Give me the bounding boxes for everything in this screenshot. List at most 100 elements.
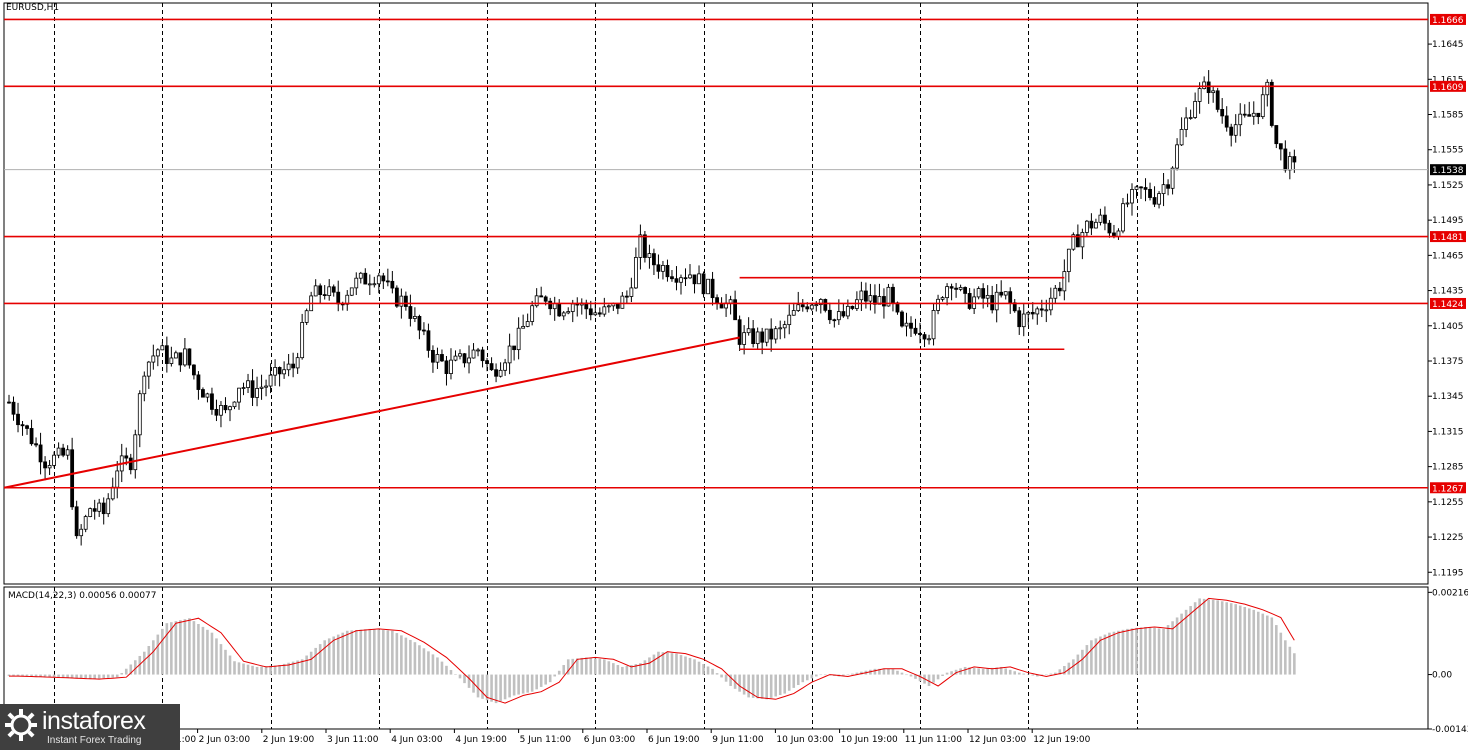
candle xyxy=(670,270,674,282)
candle xyxy=(1220,98,1225,124)
candle-body xyxy=(182,348,187,366)
candle-body xyxy=(1166,184,1170,189)
macd-bar xyxy=(111,674,115,678)
candle-body xyxy=(958,287,963,290)
price-tick-label: 1.1375 xyxy=(1432,357,1464,367)
candle-body xyxy=(282,369,287,375)
candle-body xyxy=(1121,203,1125,232)
candle xyxy=(963,286,968,305)
candle xyxy=(566,307,571,315)
macd-bar xyxy=(887,668,890,675)
candle xyxy=(1251,101,1256,125)
macd-bar xyxy=(936,674,940,680)
macd-bar xyxy=(616,665,620,675)
macd-bar xyxy=(1225,602,1228,675)
candle xyxy=(7,394,11,404)
candle-body xyxy=(1003,291,1008,296)
macd-bar xyxy=(440,661,444,675)
macd-bar xyxy=(1008,669,1012,675)
macd-bar xyxy=(197,624,200,675)
current-price-tag xyxy=(1430,164,1466,176)
candle xyxy=(489,357,494,371)
candle-body xyxy=(976,288,981,298)
candle xyxy=(11,396,16,421)
macd-bar xyxy=(535,674,538,690)
time-axis-label: 2 Jun 03:00 xyxy=(199,735,251,745)
candle xyxy=(904,312,909,337)
macd-bar xyxy=(431,654,435,675)
candle-body xyxy=(173,352,178,359)
candle xyxy=(38,432,43,475)
candle-body xyxy=(710,278,715,299)
candle xyxy=(1062,259,1067,301)
candle xyxy=(300,313,305,360)
candle xyxy=(1179,117,1184,146)
candle-body xyxy=(34,443,38,446)
macd-bar xyxy=(88,674,92,680)
candle-body xyxy=(1044,309,1049,312)
candle xyxy=(999,280,1004,298)
macd-bar xyxy=(79,674,83,679)
candle-body xyxy=(52,454,56,466)
candle xyxy=(913,318,918,336)
macd-bar xyxy=(598,658,602,675)
candle-body xyxy=(859,290,864,301)
candle-body xyxy=(304,310,309,323)
candle xyxy=(773,326,778,344)
candle xyxy=(715,294,719,310)
candle xyxy=(940,296,945,302)
time-axis-label: 9 Jun 11:00 xyxy=(712,735,764,745)
candle-body xyxy=(97,502,102,512)
candle-body xyxy=(570,303,575,312)
macd-bar xyxy=(1099,636,1102,675)
macd-bar xyxy=(332,636,336,675)
candle-body xyxy=(994,291,999,311)
candle xyxy=(106,493,111,518)
candle-body xyxy=(16,413,20,426)
candle xyxy=(56,442,61,459)
level-price-label: 1.1424 xyxy=(1432,300,1464,310)
macd-bar xyxy=(427,651,430,675)
macd-bar xyxy=(1166,625,1170,675)
macd-bar xyxy=(639,663,642,675)
candle-body xyxy=(927,338,931,341)
candle-body xyxy=(1094,221,1098,229)
candle xyxy=(796,291,801,313)
candle-body xyxy=(92,508,97,512)
time-axis-label: 6 Jun 03:00 xyxy=(584,735,636,745)
macd-bar xyxy=(900,672,904,675)
candle-body xyxy=(1193,101,1198,118)
macd-bar xyxy=(463,674,466,684)
candle-body xyxy=(385,280,390,283)
ascending-trendline xyxy=(3,336,740,489)
macd-bar xyxy=(824,674,827,676)
macd-bar xyxy=(909,674,913,677)
candle-body xyxy=(431,349,435,363)
candle-body xyxy=(7,401,11,404)
candle xyxy=(498,362,503,378)
macd-bar xyxy=(1184,609,1188,675)
candle-body xyxy=(1238,113,1243,126)
candle-body xyxy=(1211,90,1216,94)
macd-bar xyxy=(1171,621,1174,675)
candle xyxy=(832,318,837,328)
candle-body xyxy=(539,295,544,298)
macd-bar xyxy=(1157,628,1161,675)
candle xyxy=(1143,178,1148,202)
candle-body xyxy=(557,303,562,317)
candle xyxy=(1166,179,1170,196)
candle xyxy=(1148,182,1152,201)
candle xyxy=(724,293,728,317)
candle xyxy=(1130,183,1134,216)
macd-bar xyxy=(143,651,146,675)
candle-body xyxy=(1197,88,1202,102)
candle xyxy=(345,290,350,311)
candle xyxy=(557,299,562,317)
candle xyxy=(228,405,232,422)
macd-pane-frame xyxy=(3,586,1429,730)
candle-body xyxy=(656,264,661,272)
candle xyxy=(1134,185,1139,199)
candle-body xyxy=(755,331,760,345)
candle xyxy=(137,390,142,448)
